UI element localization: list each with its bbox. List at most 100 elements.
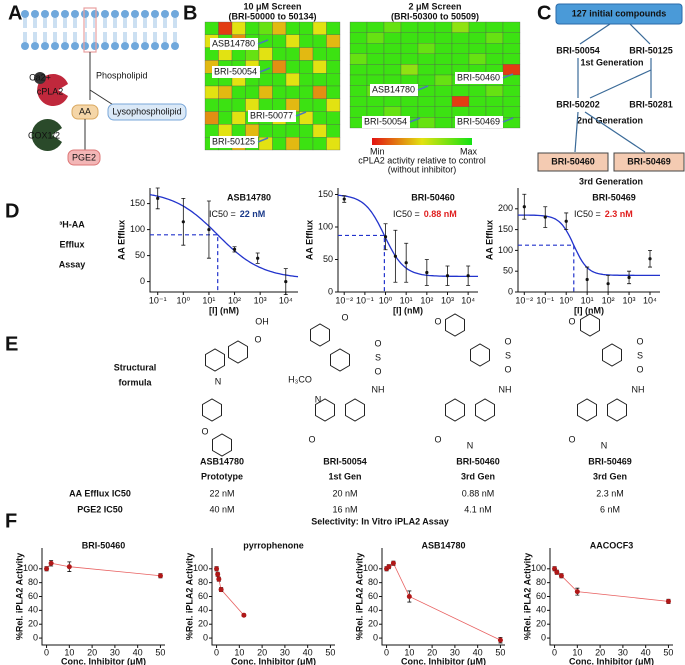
lipid-head — [141, 42, 149, 50]
y-axis-label: AA Efflux — [116, 220, 126, 260]
heatmap-cell — [272, 21, 287, 35]
atom-label: O — [636, 364, 643, 374]
heatmap-cell — [299, 137, 314, 151]
lyso-box — [107, 103, 187, 121]
x-tick-label: 10¹ — [400, 295, 413, 305]
heatmap-cell — [285, 73, 300, 87]
cell: 40 nM — [209, 504, 234, 514]
heatmap-cell — [366, 53, 385, 65]
label: BRI-50077 — [250, 110, 293, 120]
x-tick-label: 0 — [384, 647, 389, 657]
heatmap-cell — [285, 60, 300, 74]
heatmap-cell — [312, 111, 327, 125]
y-tick-label: 40 — [28, 605, 38, 615]
atom-label: O — [434, 316, 441, 326]
heatmap-cell — [312, 34, 327, 48]
heatmap-cell — [258, 73, 273, 87]
series-line — [554, 568, 669, 602]
heatmap-cell — [502, 21, 521, 33]
y-tick-label: 100 — [498, 245, 513, 255]
heatmap-cell — [434, 96, 453, 107]
x-tick-label: 10⁴ — [461, 295, 475, 305]
tree-arrow — [579, 23, 611, 45]
heatmap-cell — [434, 74, 453, 86]
data-point — [445, 274, 450, 278]
heatmap-cell — [204, 124, 219, 138]
plot-title: BRI-50460 — [82, 540, 126, 550]
heatmap-cell — [366, 32, 385, 44]
ic50-prefix: IC50 = — [393, 209, 420, 219]
label: Efflux — [59, 239, 84, 249]
heatmap-cell — [502, 32, 521, 44]
heatmap-cell — [231, 98, 246, 112]
heatmap-cell — [417, 96, 436, 107]
heatmap-cell — [272, 124, 287, 138]
label: ASB14780 — [212, 38, 255, 48]
x-axis-label: Conc. Inhibitor (μM) — [569, 656, 654, 665]
x-tick-label: 10³ — [254, 295, 267, 305]
atom-label: O — [201, 426, 208, 436]
y-axis-label: %Rel. iPLA2 Activity — [184, 553, 194, 640]
label: BRI-50054 — [214, 66, 257, 76]
label: formula — [118, 377, 152, 387]
atom-label: NH — [372, 384, 385, 394]
lipid-head — [131, 10, 139, 18]
fit-curve — [149, 193, 299, 278]
heatmap-cell — [204, 98, 219, 112]
data-point — [665, 598, 671, 604]
data-point — [425, 270, 429, 275]
data-point — [207, 228, 211, 232]
heatmap-cell — [204, 21, 219, 35]
lipid-head — [81, 42, 89, 50]
heatmap-cell — [417, 53, 436, 65]
cell: 16 nM — [332, 504, 357, 514]
x-tick-label: 10⁰ — [177, 295, 191, 305]
lipid-head — [21, 42, 29, 50]
data-point — [585, 277, 589, 282]
y-axis-label: AA Efflux — [484, 220, 494, 260]
x-tick-label: 10² — [228, 295, 241, 305]
atom-label: S — [375, 352, 381, 362]
x-tick-label: 50 — [325, 647, 335, 657]
ic50-guide — [338, 234, 385, 292]
data-point — [564, 219, 568, 223]
label: COX1/2 — [28, 130, 60, 140]
heatmap-cell — [285, 21, 300, 35]
data-point — [215, 571, 221, 577]
x-tick-label: 20 — [595, 647, 605, 657]
heatmap-cell — [349, 74, 368, 86]
x-tick-label: 10² — [420, 295, 433, 305]
ring — [228, 340, 248, 364]
heatmap-cell — [326, 124, 341, 138]
data-point — [522, 205, 526, 209]
heatmap-cell — [434, 117, 453, 129]
atom-label: O — [434, 434, 441, 444]
ring — [310, 323, 330, 347]
callout-box — [210, 38, 258, 50]
heatmap-cell — [326, 47, 341, 61]
ic50-guide — [150, 234, 219, 292]
atom-label: S — [637, 350, 643, 360]
y-tick-label: 80 — [536, 577, 546, 587]
ring — [445, 398, 465, 422]
x-tick-label: 50 — [663, 647, 673, 657]
heatmap-cell — [434, 64, 453, 76]
callout-box — [455, 72, 503, 84]
ic50-prefix: IC50 = — [209, 209, 236, 219]
heatmap-cell — [417, 74, 436, 86]
x-tick-label: 10² — [602, 295, 615, 305]
row-label: PGE2 IC50 — [77, 504, 123, 514]
heatmap-cell — [258, 124, 273, 138]
lipid-head — [61, 10, 69, 18]
callout-box — [248, 110, 296, 122]
data-point — [284, 280, 288, 284]
y-tick-label: 20 — [368, 619, 378, 629]
fit-curve — [518, 214, 660, 277]
atom-label: H₃CO — [288, 374, 312, 384]
label: Selectivity: In Vitro iPLA2 Assay — [311, 516, 449, 526]
heatmap-cell — [272, 73, 287, 87]
series-line — [386, 562, 501, 641]
ic50-label: IC50 = 0.88 nM — [393, 209, 457, 219]
plot-title: ASB14780 — [421, 540, 465, 550]
heatmap-cell — [285, 137, 300, 151]
